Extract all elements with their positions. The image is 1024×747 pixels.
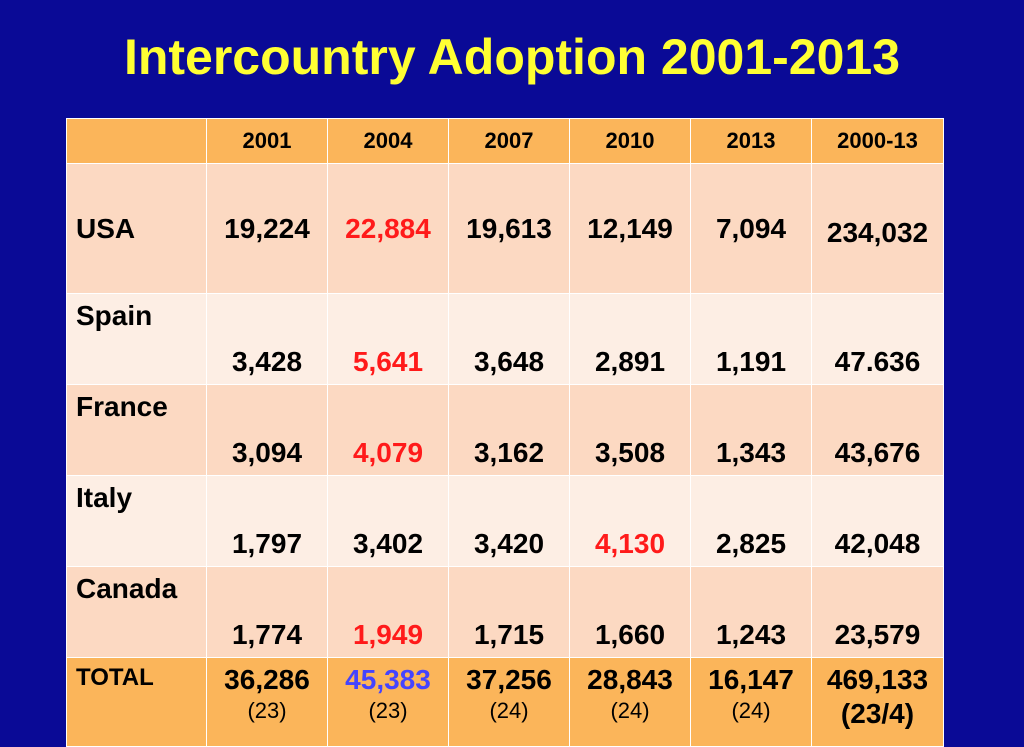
total-label: TOTAL: [66, 657, 207, 747]
value-cell: 1,343: [690, 384, 812, 476]
value-cell: 3,420: [448, 475, 570, 567]
total-value: 28,843: [587, 664, 673, 695]
total-value: 45,383: [345, 664, 431, 695]
total-note: (23/4): [840, 698, 915, 729]
header-cell-2001: 2001: [206, 118, 328, 164]
table-row: Italy 1,797 3,402 3,420 4,130 2,825 42,0…: [66, 475, 944, 567]
value-cell: 42,048: [811, 475, 944, 567]
value-cell: 1,774: [206, 566, 328, 658]
total-row: TOTAL 36,286 (23) 45,383 (23) 37,256 (24) 2…: [66, 657, 944, 747]
total-cell: 36,286 (23): [206, 657, 328, 747]
country-label: France: [66, 384, 207, 476]
total-value: 16,147: [708, 664, 794, 695]
total-value: 469,133: [826, 664, 929, 695]
value-cell: 1,191: [690, 293, 812, 385]
table-row: USA 19,224 22,884 19,613 12,149 7,094 23…: [66, 163, 944, 294]
header-cell-2000-13: 2000-13: [811, 118, 944, 164]
slide-title: Intercountry Adoption 2001-2013: [123, 29, 901, 85]
value-cell: 19,224: [206, 163, 328, 294]
value-cell: 12,149: [569, 163, 691, 294]
header-cell-2007: 2007: [448, 118, 570, 164]
value-cell: 2,825: [690, 475, 812, 567]
value-cell: 3,162: [448, 384, 570, 476]
table-row: France 3,094 4,079 3,162 3,508 1,343 43,…: [66, 384, 944, 476]
value-cell: 7,094: [690, 163, 812, 294]
country-label: Italy: [66, 475, 207, 567]
value-cell: 4,079: [327, 384, 449, 476]
total-cell: 16,147 (24): [690, 657, 812, 747]
value-cell: 1,243: [690, 566, 812, 658]
value-cell: 19,613: [448, 163, 570, 294]
value-cell: 1,797: [206, 475, 328, 567]
value-cell: 234,032: [811, 163, 944, 294]
total-cell: 469,133 (23/4): [811, 657, 944, 747]
total-value: 36,286: [224, 664, 310, 695]
country-label: Canada: [66, 566, 207, 658]
header-cell-empty: [66, 118, 207, 164]
total-note: (23): [368, 698, 408, 723]
value-cell: 1,660: [569, 566, 691, 658]
adoption-table: 2001 2004 2007 2010 2013 2000-13 USA 19,…: [66, 118, 944, 747]
value-cell: 23,579: [811, 566, 944, 658]
total-note: (24): [731, 698, 771, 723]
total-cell: 37,256 (24): [448, 657, 570, 747]
value-cell: 4,130: [569, 475, 691, 567]
value-cell: 1,949: [327, 566, 449, 658]
total-cell: 28,843 (24): [569, 657, 691, 747]
value-cell: 22,884: [327, 163, 449, 294]
country-label: Spain: [66, 293, 207, 385]
value-cell: 43,676: [811, 384, 944, 476]
value-cell: 1,715: [448, 566, 570, 658]
value-cell: 2,891: [569, 293, 691, 385]
header-cell-2004: 2004: [327, 118, 449, 164]
value-cell: 5,641: [327, 293, 449, 385]
header-row: 2001 2004 2007 2010 2013 2000-13: [66, 118, 944, 164]
total-note: (24): [610, 698, 650, 723]
value-cell: 3,402: [327, 475, 449, 567]
total-note: (24): [489, 698, 529, 723]
table-row: Canada 1,774 1,949 1,715 1,660 1,243 23,…: [66, 566, 944, 658]
header-cell-2013: 2013: [690, 118, 812, 164]
value-cell: 3,648: [448, 293, 570, 385]
header-cell-2010: 2010: [569, 118, 691, 164]
value-cell: 3,508: [569, 384, 691, 476]
country-label: USA: [66, 163, 207, 294]
total-value: 37,256: [466, 664, 552, 695]
value-cell: 3,428: [206, 293, 328, 385]
total-cell: 45,383 (23): [327, 657, 449, 747]
value-cell: 47.636: [811, 293, 944, 385]
value-cell: 3,094: [206, 384, 328, 476]
total-note: (23): [247, 698, 287, 723]
table-row: Spain 3,428 5,641 3,648 2,891 1,191 47.6…: [66, 293, 944, 385]
